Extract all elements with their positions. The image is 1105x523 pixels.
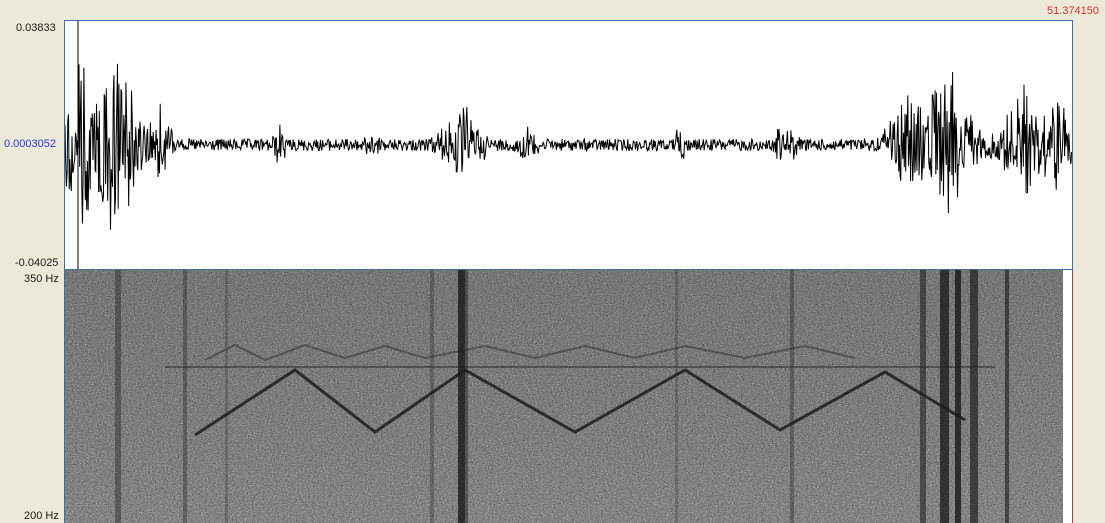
spectrogram-band-9 (940, 270, 949, 523)
waveform-trace (65, 21, 1072, 269)
spectrogram-tonal-trace (165, 343, 995, 437)
right-margin (1073, 20, 1105, 523)
spectrogram-band-11 (970, 270, 978, 523)
spectrogram-f-min-label: 200 Hz (24, 510, 59, 522)
spectrogram-band-12 (1005, 270, 1009, 523)
spectrogram-band-2 (225, 270, 228, 523)
waveform-y-max-label: 0.03833 (16, 22, 56, 34)
waveform-y-min-label: -0.04025 (15, 257, 59, 269)
spectrogram-band-3 (430, 270, 434, 523)
spectrogram-band-10 (955, 270, 961, 523)
cursor-marker-line[interactable] (1072, 270, 1073, 523)
spectrogram-band-4 (458, 270, 465, 523)
spectrogram-right-edge-stripe (1063, 270, 1072, 523)
spectrogram-f-max-label: 350 Hz (24, 273, 59, 285)
spectrogram-panel[interactable] (64, 270, 1073, 523)
spectrogram-band-0 (115, 270, 121, 523)
waveform-path (65, 63, 1072, 230)
spectrogram-band-7 (790, 270, 794, 523)
cursor-time-readout: 51.374150 (1047, 5, 1099, 17)
waveform-panel[interactable] (64, 20, 1073, 270)
spectrogram-band-1 (183, 270, 187, 523)
spectrogram-band-6 (675, 270, 678, 523)
waveform-y-center-label: 0.0003052 (4, 138, 56, 150)
spectrogram-band-5 (465, 270, 468, 523)
spectrogram-image (65, 270, 1072, 523)
